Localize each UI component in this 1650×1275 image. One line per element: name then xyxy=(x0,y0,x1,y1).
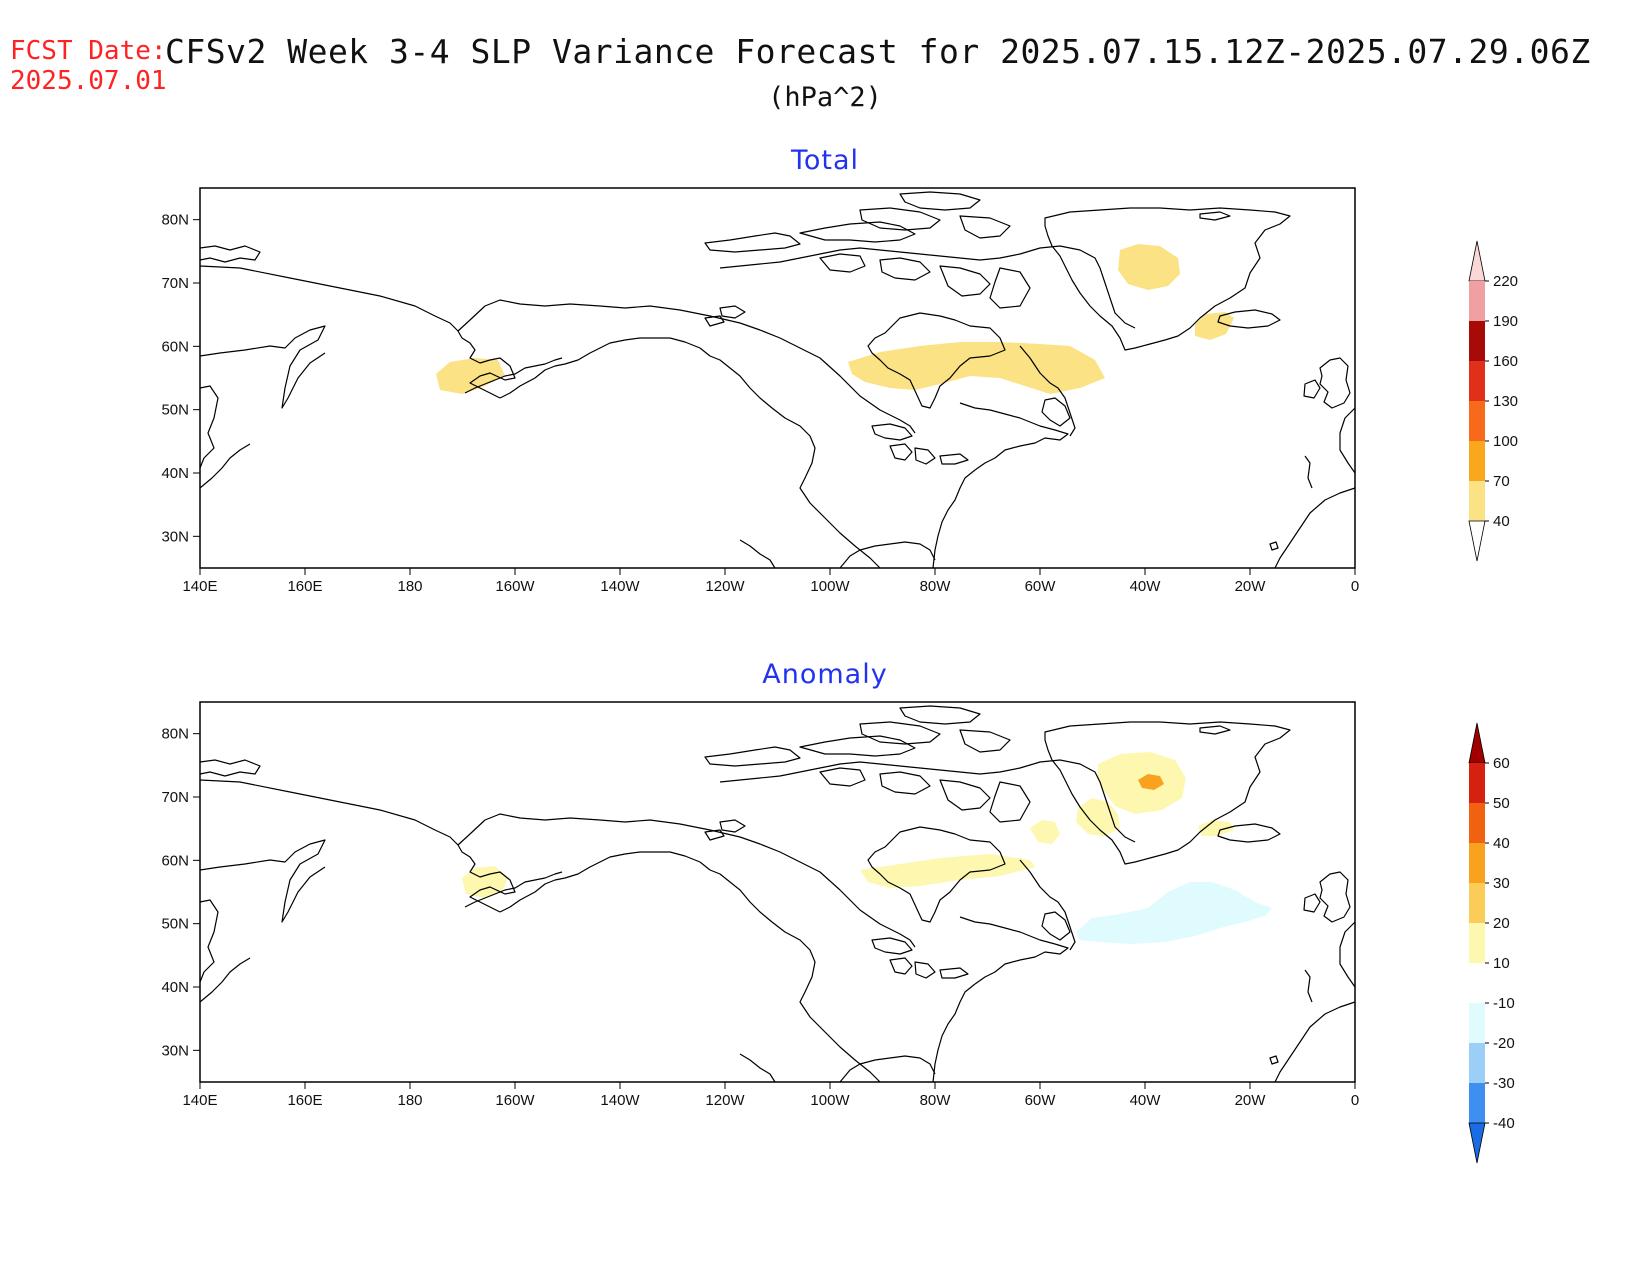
anomaly-lon-tick-label: 20W xyxy=(1235,1092,1267,1109)
anomaly-lon-tick-label: 160E xyxy=(287,1092,322,1109)
total-lon-tick-label: 140W xyxy=(600,578,640,595)
total-lon-tick-label: 160W xyxy=(495,578,535,595)
anomaly-lon-tick-label: 0 xyxy=(1351,1092,1359,1109)
total-lon-tick-label: 120W xyxy=(705,578,745,595)
anomaly-lon-tick-label: 160W xyxy=(495,1092,535,1109)
total-lat-tick-label: 60N xyxy=(161,338,189,355)
total-lon-tick-label: 140E xyxy=(182,578,217,595)
total-colorbar-label: 70 xyxy=(1493,473,1510,490)
anomaly-region-davis-strait xyxy=(1030,820,1060,844)
anomaly-panel-title: Anomaly xyxy=(762,659,888,690)
total-lat-tick-label: 80N xyxy=(161,212,189,229)
total-map-background xyxy=(200,188,1355,568)
anomaly-lat-tick-label: 60N xyxy=(161,852,189,869)
anomaly-colorbar-min-arrow xyxy=(1468,1122,1486,1164)
anomaly-colorbar-box xyxy=(1469,843,1485,883)
total-lon-tick-label: 160E xyxy=(287,578,322,595)
anomaly-colorbar-box xyxy=(1469,1043,1485,1083)
anomaly-region-greenland-core xyxy=(1138,774,1164,790)
total-colorbar-box xyxy=(1469,321,1485,361)
total-map-frame xyxy=(199,187,1356,569)
anomaly-colorbar-label: -30 xyxy=(1493,1075,1515,1092)
total-lon-tick-label: 20W xyxy=(1235,578,1267,595)
total-panel-title: Total xyxy=(790,145,860,176)
anomaly-lon-tick-label: 80W xyxy=(920,1092,952,1109)
total-colorbar-label: 40 xyxy=(1493,513,1510,530)
total-lon-tick-label: 0 xyxy=(1351,578,1359,595)
anomaly-colorbar-max-arrow xyxy=(1468,722,1486,764)
anomaly-lat-tick-label: 40N xyxy=(161,979,189,996)
anomaly-lon-tick-label: 140W xyxy=(600,1092,640,1109)
anomaly-lat-tick-label: 50N xyxy=(161,916,189,933)
anomaly-colorbar-box xyxy=(1469,1003,1485,1043)
total-colorbar-label: 100 xyxy=(1493,433,1518,450)
anomaly-colorbar-label: 40 xyxy=(1493,835,1510,852)
anomaly-colorbar-box xyxy=(1469,923,1485,963)
anomaly-region-southeast-greenland xyxy=(1198,820,1234,836)
total-colorbar-label: 190 xyxy=(1493,313,1518,330)
total-colorbar-label: 160 xyxy=(1493,353,1518,370)
total-lon-tick-label: 40W xyxy=(1130,578,1162,595)
anomaly-region-north-atlantic xyxy=(1076,882,1272,944)
anomaly-colorbar-box xyxy=(1469,763,1485,803)
anomaly-colorbar-box xyxy=(1469,1083,1485,1123)
anomaly-colorbar-label: -40 xyxy=(1493,1115,1515,1132)
total-shading xyxy=(436,244,1234,394)
anomaly-lon-tick-label: 180 xyxy=(397,1092,422,1109)
total-colorbar-box xyxy=(1469,361,1485,401)
total-colorbar-label: 220 xyxy=(1493,273,1518,290)
anomaly-colorbar-label: 30 xyxy=(1493,875,1510,892)
units-label: (hPa^2) xyxy=(768,82,882,113)
total-colorbar-box xyxy=(1469,441,1485,481)
anomaly-region-hudson-labrador xyxy=(860,854,1035,888)
anomaly-lon-tick-label: 100W xyxy=(810,1092,850,1109)
total-lon-tick-label: 100W xyxy=(810,578,850,595)
forecast-date-block: FCST Date: 2025.07.01 xyxy=(10,36,167,96)
total-lon-tick-label: 80W xyxy=(920,578,952,595)
total-lat-tick-label: 30N xyxy=(161,528,189,545)
axes-layer: 140E 160E 180 160W 140W 120W 100W 80W 60W 40W 20W 0… xyxy=(161,212,1359,1109)
anomaly-colorbar-box xyxy=(1469,963,1485,1003)
anomaly-lon-tick-label: 60W xyxy=(1025,1092,1057,1109)
anomaly-colorbar-label: 50 xyxy=(1493,795,1510,812)
anomaly-panel xyxy=(199,701,1356,1083)
forecast-date-label: FCST Date: xyxy=(10,36,167,66)
total-lat-tick-label: 70N xyxy=(161,275,189,292)
anomaly-colorbar-label: -20 xyxy=(1493,1035,1515,1052)
anomaly-colorbar-label: 20 xyxy=(1493,915,1510,932)
total-colorbar-box xyxy=(1469,481,1485,521)
total-panel xyxy=(199,187,1356,569)
anomaly-colorbar-label: 60 xyxy=(1493,755,1510,772)
anomaly-lat-tick-label: 30N xyxy=(161,1042,189,1059)
total-region-greenland xyxy=(1118,244,1180,290)
total-region-hudson-labrador xyxy=(848,342,1105,394)
total-lat-tick-label: 40N xyxy=(161,465,189,482)
total-lat-tick-label: 50N xyxy=(161,402,189,419)
anomaly-lat-tick-label: 80N xyxy=(161,726,189,743)
total-colorbar-label: 130 xyxy=(1493,393,1518,410)
anomaly-colorbar-box xyxy=(1469,803,1485,843)
total-region-southeast-greenland xyxy=(1195,312,1234,340)
page-title: CFSv2 Week 3-4 SLP Variance Forecast for… xyxy=(165,32,1591,71)
total-region-bering xyxy=(436,358,505,394)
anomaly-lat-tick-label: 70N xyxy=(161,789,189,806)
anomaly-colorbar-box xyxy=(1469,883,1485,923)
total-colorbar-max-arrow xyxy=(1468,240,1486,282)
total-colorbar-box xyxy=(1469,401,1485,441)
anomaly-lon-tick-label: 120W xyxy=(705,1092,745,1109)
colorbar-layer: 40 70 100 130 160 190 220 -40 -30 -20 -10 10 20 30 40 5… xyxy=(1468,240,1518,1164)
total-lon-tick-label: 60W xyxy=(1025,578,1057,595)
anomaly-lon-tick-label: 40W xyxy=(1130,1092,1162,1109)
anomaly-colorbar-label: 10 xyxy=(1493,955,1510,972)
total-colorbar-min-arrow xyxy=(1468,520,1486,562)
total-colorbar-box xyxy=(1469,281,1485,321)
anomaly-map-frame xyxy=(199,701,1356,1083)
anomaly-lon-tick-label: 140E xyxy=(182,1092,217,1109)
forecast-date-value: 2025.07.01 xyxy=(10,66,167,96)
anomaly-colorbar-label: -10 xyxy=(1493,995,1515,1012)
total-lon-tick-label: 180 xyxy=(397,578,422,595)
